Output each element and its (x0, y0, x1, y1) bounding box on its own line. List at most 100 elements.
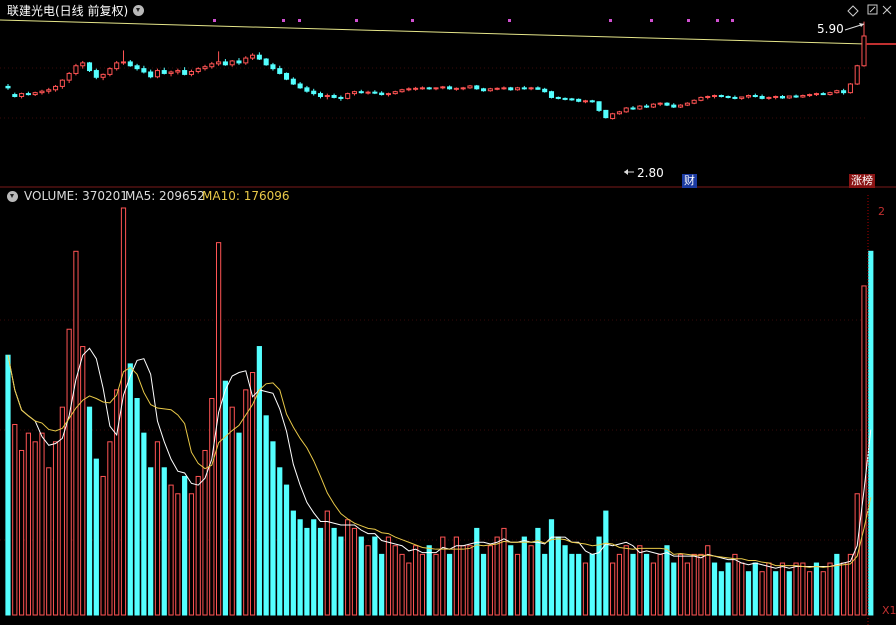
volume-bar (793, 562, 799, 616)
volume-bar (290, 510, 296, 616)
candle (372, 90, 378, 95)
candle-body (32, 92, 38, 96)
candle (589, 99, 595, 103)
ma10-value-label: MA10: 176096 (202, 189, 290, 203)
candle-body (426, 87, 432, 90)
volume-bar (222, 380, 229, 616)
volume-bar (358, 536, 364, 616)
candle (127, 60, 133, 67)
candle (141, 65, 147, 74)
candle-body (311, 90, 317, 95)
candle-body (569, 98, 575, 101)
event-marker (716, 19, 719, 22)
candle-body (419, 87, 425, 90)
candle-body (324, 95, 330, 98)
expand-icon[interactable] (867, 4, 878, 15)
candle-body (786, 95, 792, 99)
volume-bar (861, 285, 867, 616)
candle-body (800, 95, 806, 98)
candle-body (847, 83, 853, 94)
volume-bar (657, 553, 663, 616)
candle (603, 109, 609, 119)
candle (453, 87, 459, 91)
candle-body (684, 102, 690, 106)
candle-body (107, 68, 113, 75)
volume-bar (521, 536, 527, 616)
high-price-label: 5.90 (817, 22, 844, 36)
volume-bar (589, 553, 595, 616)
candle (188, 69, 194, 77)
candle (793, 94, 799, 98)
finance-badge[interactable]: 财 (682, 174, 697, 188)
candle (474, 84, 480, 90)
volume-bar (820, 571, 826, 616)
event-marker (609, 19, 612, 22)
candle (419, 86, 425, 90)
candle-body (718, 95, 724, 98)
volume-bar (317, 527, 324, 616)
volume-bar (66, 328, 72, 616)
limit-up-badge[interactable]: 涨榜 (849, 174, 875, 188)
candle (209, 61, 215, 69)
candle (250, 53, 256, 60)
volume-bar (236, 432, 242, 616)
candle-body (752, 95, 758, 98)
candle (467, 84, 473, 89)
title-menu-button[interactable] (133, 5, 144, 16)
volume-bar (12, 423, 18, 616)
right-axis-label: 2 (878, 205, 885, 218)
candle-body (854, 65, 860, 85)
volume-bar (385, 536, 392, 616)
volume-bar (773, 571, 779, 616)
candle (93, 68, 99, 80)
candle (134, 63, 140, 71)
volume-bar (576, 553, 582, 616)
candle-body (168, 71, 174, 74)
candle-body (453, 87, 459, 90)
volume-bar (603, 510, 609, 616)
volume-bar (827, 562, 833, 616)
close-icon[interactable] (882, 5, 892, 15)
candle-body (297, 83, 303, 89)
candle-body (603, 109, 609, 119)
candle (766, 96, 772, 100)
candlestick-series (5, 21, 867, 120)
volume-bar (270, 441, 276, 616)
volume-bar (32, 441, 38, 616)
candle-body (501, 87, 507, 90)
candle-body (616, 111, 622, 115)
candle-body (773, 95, 779, 98)
volume-bar (718, 571, 724, 616)
volume-bar (148, 467, 154, 616)
candle (86, 61, 93, 72)
candle-body (175, 70, 181, 73)
volume-menu-button[interactable] (7, 191, 18, 202)
candle-body (270, 64, 276, 70)
candle-body (399, 89, 405, 93)
volume-bar (841, 562, 847, 616)
candle (834, 89, 840, 94)
volume-bar (582, 562, 589, 616)
volume-bar (168, 484, 174, 616)
volume-bar (195, 475, 201, 616)
candle-body (562, 97, 568, 100)
candle (277, 65, 283, 75)
volume-bar (698, 553, 704, 616)
volume-bar (304, 527, 310, 616)
event-marker (508, 19, 511, 22)
volume-bar (480, 553, 487, 616)
candle-body (25, 93, 31, 96)
candle-body (5, 85, 11, 89)
candle (80, 60, 86, 69)
candle (610, 112, 616, 120)
candle-body (331, 95, 337, 98)
candle (358, 89, 364, 94)
diamond-icon[interactable] (847, 5, 859, 17)
candle-body (182, 70, 188, 75)
candle (637, 105, 643, 110)
candle-body (542, 88, 548, 93)
volume-bar (188, 493, 195, 616)
candle (12, 92, 18, 98)
volume-bar (263, 415, 269, 616)
